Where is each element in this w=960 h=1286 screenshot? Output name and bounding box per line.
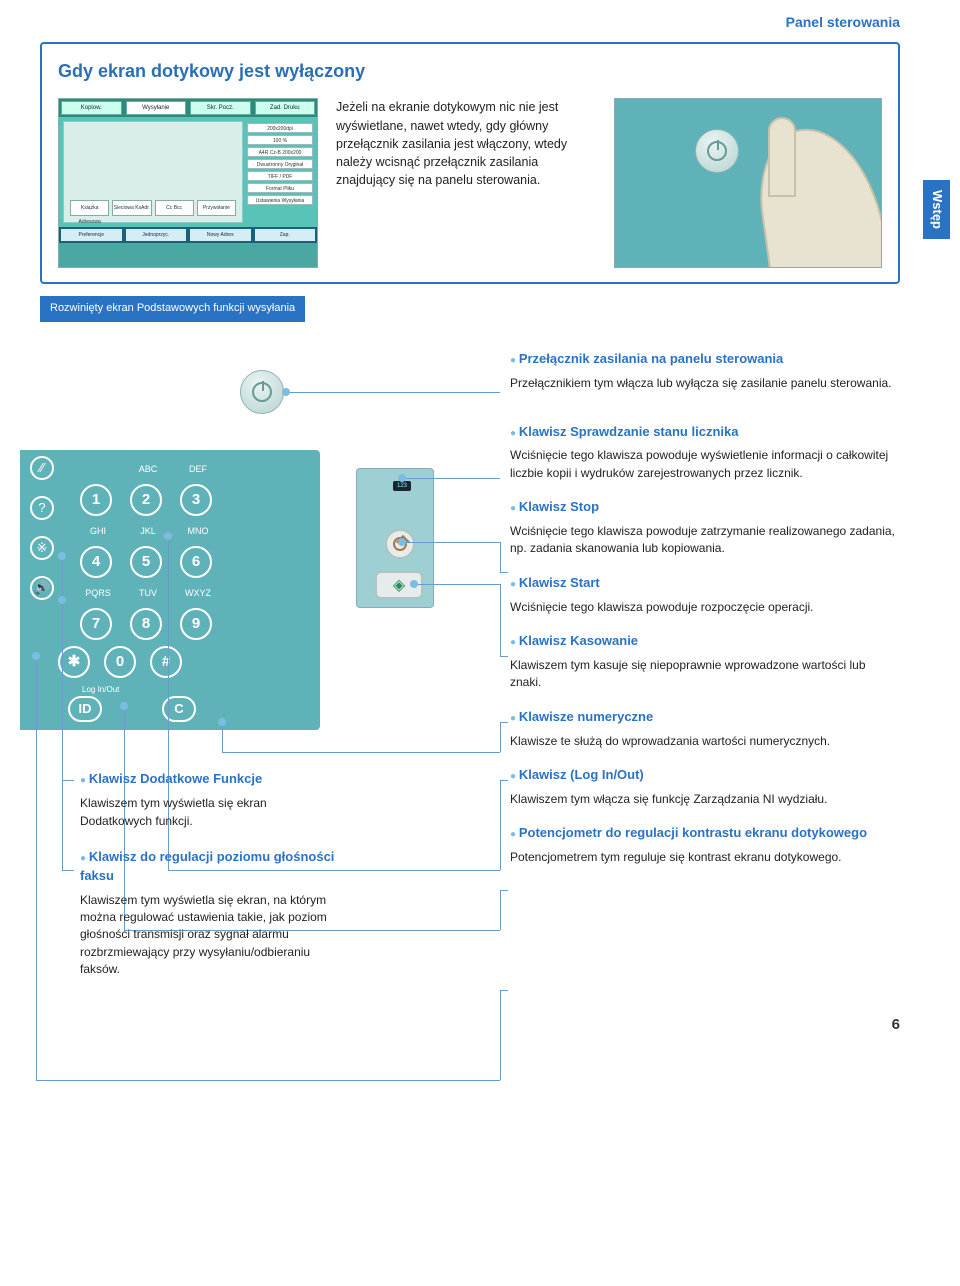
callout-body: Potencjometrem tym reguluje się kontrast… xyxy=(510,849,900,866)
lcd-tab: Skr. Pocz. xyxy=(190,101,251,115)
callout-start-key: Klawisz Start Wciśnięcie tego klawisza p… xyxy=(510,574,900,616)
panel-power-button xyxy=(240,370,284,414)
login-label: Log In/Out xyxy=(82,684,119,696)
num-key-4: 4 xyxy=(80,546,112,578)
callout-title: Potencjometr do regulacji kontrastu ekra… xyxy=(510,824,900,843)
lcd-opt: Dwustronny Oryginał xyxy=(247,159,313,169)
lcd-btn: Cc Bcc xyxy=(155,200,194,216)
key-label: TUV xyxy=(130,588,166,598)
callout-body: Klawiszem tym wyświetla się ekran, na kt… xyxy=(80,892,340,979)
callout-title: Przełącznik zasilania na panelu sterowan… xyxy=(510,350,900,369)
callout-login-key: Klawisz (Log In/Out) Klawiszem tym włącz… xyxy=(510,766,900,808)
num-key-2: 2 xyxy=(130,484,162,516)
volume-key: 🔊 xyxy=(30,576,54,600)
callout-body: Klawiszem tym kasuje się niepoprawnie wp… xyxy=(510,657,900,692)
num-key-0: 0 xyxy=(104,646,136,678)
num-key-7: 7 xyxy=(80,608,112,640)
keypad-grid: ABC DEF 1 2 3 GHI JKL MNO 4 5 6 PQRS TUV… xyxy=(80,464,306,640)
lcd-opt: A4R Cz-B 200x200 xyxy=(247,147,313,157)
key-label: MNO xyxy=(180,526,216,536)
callout-stop-key: Klawisz Stop Wciśnięcie tego klawisza po… xyxy=(510,498,900,558)
callout-power-switch: Przełącznik zasilania na panelu sterowan… xyxy=(510,350,900,392)
callout-title: Klawisz Stop xyxy=(510,498,900,517)
num-key-5: 5 xyxy=(130,546,162,578)
top-info-box: Gdy ekran dotykowy jest wyłączony Kopiow… xyxy=(40,42,900,284)
lcd-screenshot: Kopiow. Wysyłanie Skr. Pocz. Zad. Druku … xyxy=(58,98,318,268)
screenshot-caption: Rozwinięty ekran Podstawowych funkcji wy… xyxy=(40,296,305,322)
lcd-main-area: Książka Adresowa Sieciowa KsAdr. Cc Bcc … xyxy=(63,121,243,223)
panel-diagram: ⁄⁄ ? ※ 🔊 ABC DEF 1 2 3 GHI JKL MNO 4 5 6… xyxy=(40,350,900,990)
top-box-title: Gdy ekran dotykowy jest wyłączony xyxy=(58,58,882,84)
page-number: 6 xyxy=(40,1014,900,1036)
callout-body: Wciśnięcie tego klawisza powoduje rozpoc… xyxy=(510,599,900,616)
lcd-tab: Wysyłanie xyxy=(126,101,187,115)
callout-title: Klawisz Kasowanie xyxy=(510,632,900,651)
key-label: WXYZ xyxy=(180,588,216,598)
callout-title: Klawisz (Log In/Out) xyxy=(510,766,900,785)
key-label: PQRS xyxy=(80,588,116,598)
callout-title: Klawisz Dodatkowe Funkcje xyxy=(80,770,340,789)
callout-body: Przełącznikiem tym włącza lub wyłącza si… xyxy=(510,375,900,392)
callout-numeric-keys: Klawisze numeryczne Klawisze te służą do… xyxy=(510,708,900,750)
id-key: ID xyxy=(68,696,102,722)
lcd-tab: Zad. Druku xyxy=(255,101,316,115)
page-header: Panel sterowania xyxy=(40,12,900,32)
callout-title: Klawisze numeryczne xyxy=(510,708,900,727)
num-key-8: 8 xyxy=(130,608,162,640)
power-button-icon xyxy=(695,129,739,173)
lcd-opt: 200x200dpi xyxy=(247,123,313,133)
key-label: GHI xyxy=(80,526,116,536)
finger-illustration xyxy=(768,117,796,197)
lcd-right-panel: 200x200dpi 100 % A4R Cz-B 200x200 Dwustr… xyxy=(247,121,313,207)
num-key-1: 1 xyxy=(80,484,112,516)
side-tab: Wstęp xyxy=(923,180,950,239)
lcd-btn: Sieciowa KsAdr. xyxy=(112,200,151,216)
callout-clear-key: Klawisz Kasowanie Klawiszem tym kasuje s… xyxy=(510,632,900,692)
lcd-opt: Format Pliku xyxy=(247,183,313,193)
lcd-bar-btn: Zap. xyxy=(255,229,316,241)
key-label: JKL xyxy=(130,526,166,536)
left-callouts: Klawisz Dodatkowe Funkcje Klawiszem tym … xyxy=(80,770,340,994)
lcd-bar-btn: Nowy Adres xyxy=(190,229,251,241)
callout-body: Wciśnięcie tego klawisza powoduje zatrzy… xyxy=(510,523,900,558)
callout-title: Klawisz do regulacji poziomu głośności f… xyxy=(80,848,340,886)
right-callouts: Przełącznik zasilania na panelu sterowan… xyxy=(510,350,900,882)
keypad-zone: ⁄⁄ ? ※ 🔊 ABC DEF 1 2 3 GHI JKL MNO 4 5 6… xyxy=(20,450,320,730)
callout-body: Wciśnięcie tego klawisza powoduje wyświe… xyxy=(510,447,900,482)
callout-title: Klawisz Sprawdzanie stanu licznika xyxy=(510,423,900,442)
help-key: ? xyxy=(30,496,54,520)
counter-indicator: 123 xyxy=(393,481,411,491)
power-press-image xyxy=(614,98,882,268)
callout-counter-key: Klawisz Sprawdzanie stanu licznika Wciśn… xyxy=(510,423,900,483)
hash-key: # xyxy=(150,646,182,678)
key-label xyxy=(80,464,116,474)
keypad-side-keys: ⁄⁄ ? ※ 🔊 xyxy=(30,456,54,600)
callout-contrast-pot: Potencjometr do regulacji kontrastu ekra… xyxy=(510,824,900,866)
reset-key: ⁄⁄ xyxy=(30,456,54,480)
callout-title: Klawisz Start xyxy=(510,574,900,593)
key-label: DEF xyxy=(180,464,216,474)
lcd-bar-btn: Jednoprzyc. xyxy=(126,229,187,241)
lcd-tab: Kopiow. xyxy=(61,101,122,115)
num-key-3: 3 xyxy=(180,484,212,516)
callout-body: Klawisze te służą do wprowadzania wartoś… xyxy=(510,733,900,750)
lcd-opt: 100 % xyxy=(247,135,313,145)
action-button-panel: 123 ◈ xyxy=(356,468,434,608)
lcd-bar-btn: Preferencje xyxy=(61,229,122,241)
lcd-btn: Przywo­łanie xyxy=(197,200,236,216)
top-box-body: Jeżeli na ekranie dotykowym nic nie jest… xyxy=(336,98,596,189)
key-label: ABC xyxy=(130,464,166,474)
lcd-opt: TIFF / PDF xyxy=(247,171,313,181)
callout-body: Klawiszem tym wyświetla się ekran Dodatk… xyxy=(80,795,340,830)
callout-fax-volume-key: Klawisz do regulacji poziomu głośności f… xyxy=(80,848,340,979)
num-key-6: 6 xyxy=(180,546,212,578)
num-key-9: 9 xyxy=(180,608,212,640)
lcd-btn: Książka Adresowa xyxy=(70,200,109,216)
lcd-opt: Ustawienia Wysyłania xyxy=(247,195,313,205)
callout-addfunc-key: Klawisz Dodatkowe Funkcje Klawiszem tym … xyxy=(80,770,340,830)
addfunc-key: ※ xyxy=(30,536,54,560)
callout-body: Klawiszem tym włącza się funkcję Zarządz… xyxy=(510,791,900,808)
